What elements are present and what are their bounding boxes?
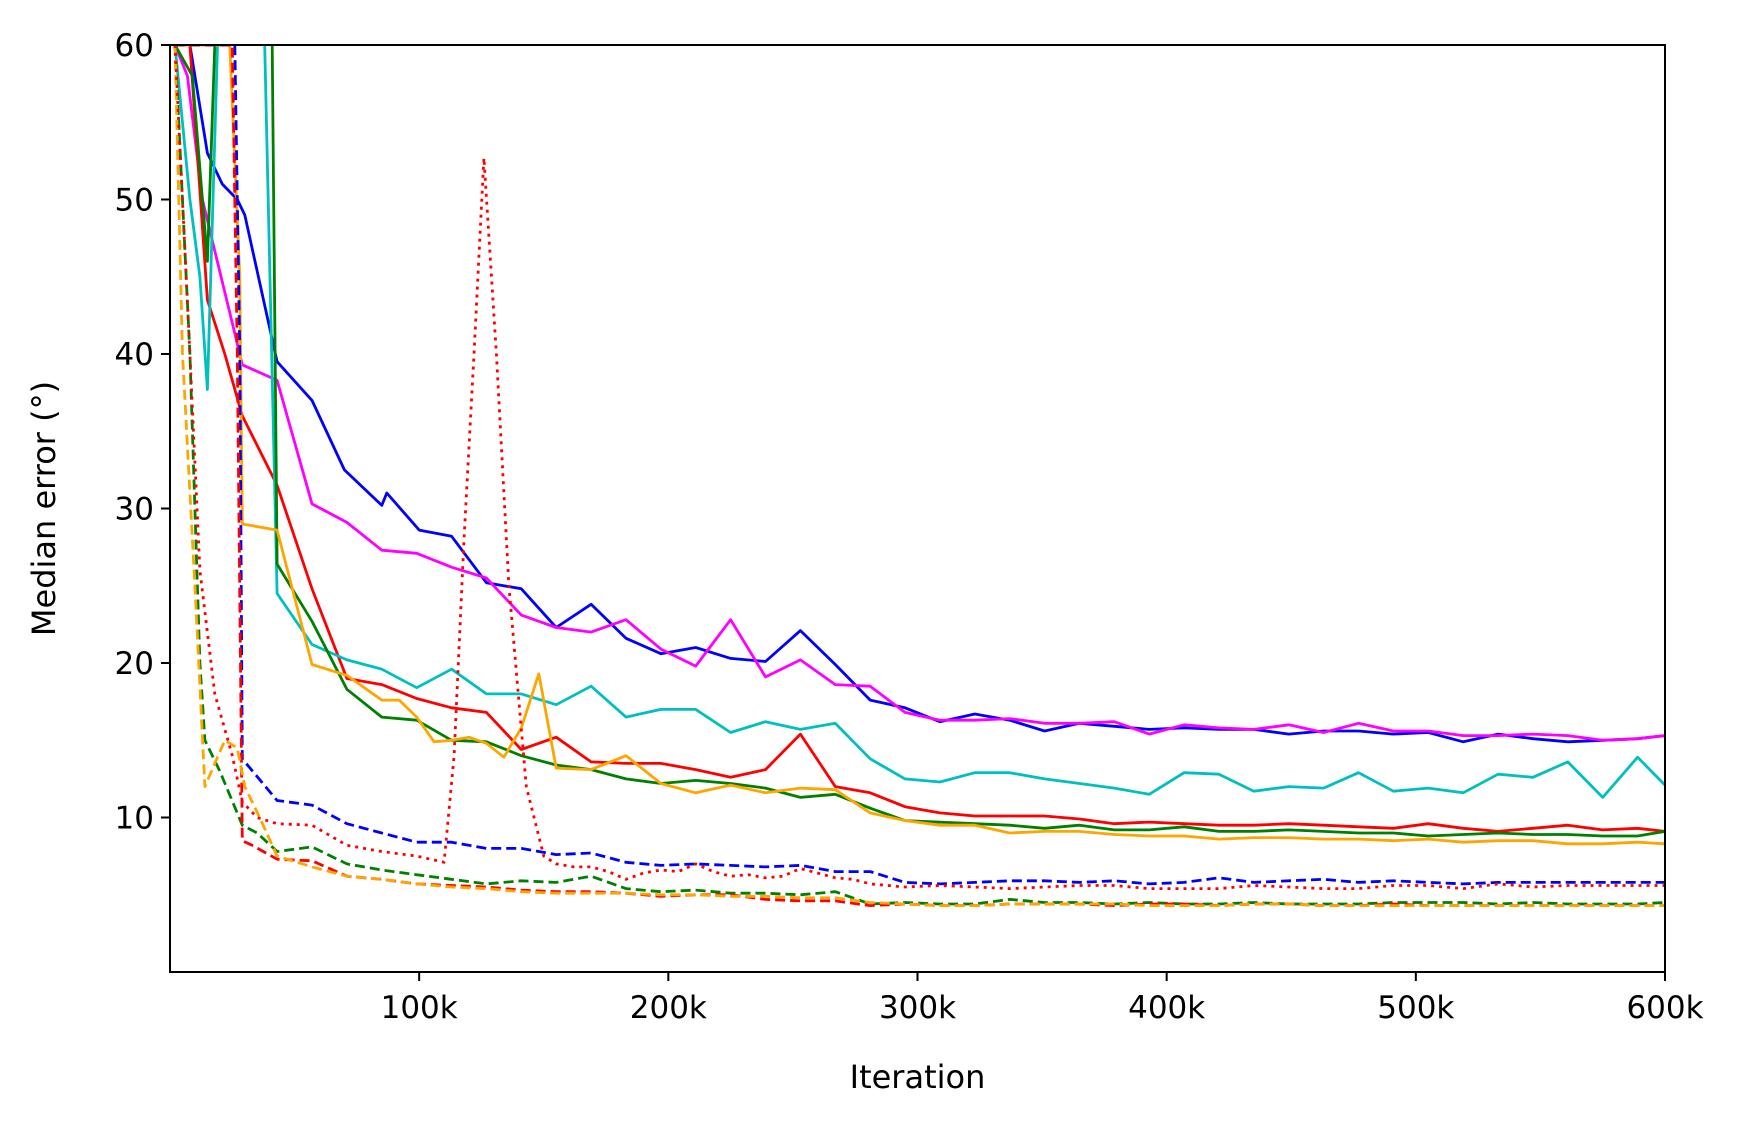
x-tick-label: 500k <box>1377 990 1454 1026</box>
y-tick-label: 30 <box>115 492 154 528</box>
y-tick-label: 60 <box>115 28 154 64</box>
y-tick-label: 50 <box>115 183 154 219</box>
series-layer <box>173 45 1665 907</box>
y-axis-title: Median error (°) <box>25 381 63 636</box>
series-line-orange-dashed <box>173 45 1665 907</box>
series-line-orange-solid <box>175 45 1665 846</box>
series-line-magenta-solid <box>173 45 1665 742</box>
series-line-blue-solid <box>188 45 1665 744</box>
x-tick-label: 300k <box>879 990 956 1026</box>
series-line-green-dashed <box>173 45 1665 906</box>
x-tick-label: 600k <box>1626 990 1703 1026</box>
y-tick-label: 10 <box>115 801 154 837</box>
x-tick-label: 100k <box>381 990 458 1026</box>
x-axis-title: Iteration <box>850 1058 986 1096</box>
x-axis: 100k 200k 300k 400k 500k 600k <box>381 972 1704 1026</box>
series-line-red-dashed <box>175 45 1665 907</box>
plot-frame <box>169 44 1666 973</box>
series-line-red-dotted <box>173 45 1665 890</box>
series-line-green-solid <box>173 45 1665 838</box>
y-axis: 10 20 30 40 50 60 <box>115 28 170 837</box>
y-tick-label: 40 <box>115 337 154 373</box>
series-line-blue-dashed <box>175 45 1665 886</box>
y-tick-label: 20 <box>115 646 154 682</box>
x-tick-label: 400k <box>1128 990 1205 1026</box>
series-line-cyan-solid <box>173 45 1665 799</box>
x-tick-label: 200k <box>630 990 707 1026</box>
series-line-red-solid <box>188 45 1665 833</box>
